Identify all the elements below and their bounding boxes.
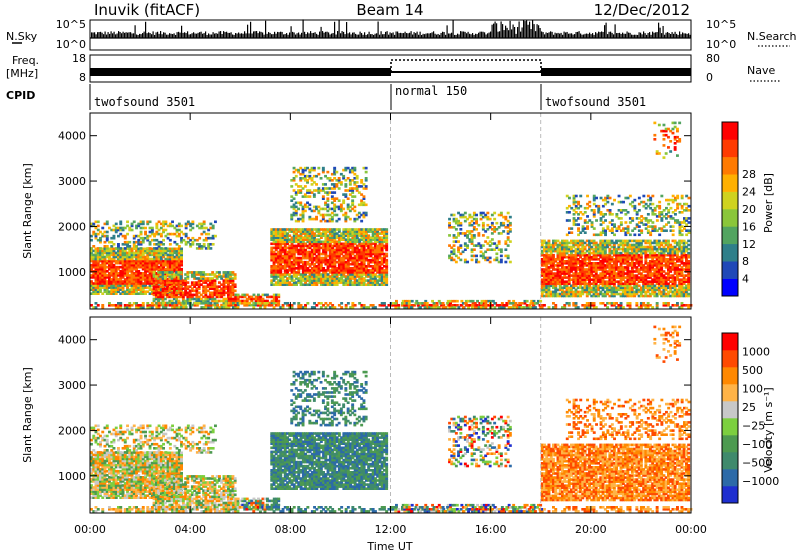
nave-trace	[390, 59, 542, 72]
vel-ytick-0: 1000	[58, 470, 86, 483]
cpid-segment-2: normal 150	[395, 84, 467, 98]
nave-label: Nave	[747, 64, 775, 77]
power-heatmap	[90, 121, 693, 309]
noise-tick-left-top: 10^5	[56, 18, 86, 31]
vel-colorbar-swatch-0	[722, 486, 738, 504]
power-ytick-1: 2000	[58, 220, 86, 233]
power-ytick-2: 3000	[58, 175, 86, 188]
freq-nave-panel: Freq. [MHz] Nave 18 8 80 0	[6, 52, 780, 84]
vel-colorbar-swatch-1	[722, 469, 738, 487]
nave-tick-top: 80	[706, 52, 720, 65]
power-cbar-tick-4: 20	[742, 203, 756, 216]
freq-label-2: [MHz]	[6, 67, 38, 80]
nsearch-label: N.Search	[747, 30, 797, 43]
station-title: Inuvik (fitACF)	[94, 1, 200, 19]
x-tick-5: 20:00	[575, 523, 607, 536]
power-cbar-tick-3: 16	[742, 220, 756, 233]
x-tick-3: 12:00	[375, 523, 407, 536]
freq-band-seg1	[90, 68, 391, 76]
nsky-label: N.Sky	[6, 30, 38, 43]
cpid-segment-1: twofsound 3501	[94, 95, 195, 109]
vel-cbar-tick-4: −25	[742, 419, 765, 432]
vel-cbar-tick-2: 100	[742, 382, 763, 395]
power-colorbar-swatch-9	[722, 122, 738, 140]
date-title: 12/Dec/2012	[594, 1, 690, 19]
x-axis-label: Time UT	[366, 540, 412, 553]
velocity-panel: 1000 2000 3000 4000 Slant Range [km] 1000 50…	[21, 316, 779, 514]
vel-cbar-tick-1: 500	[742, 364, 763, 377]
power-ytick-3: 4000	[58, 130, 86, 143]
x-tick-4: 16:00	[475, 523, 507, 536]
power-colorbar-swatch-7	[722, 156, 738, 175]
power-colorbar-swatch-3	[722, 226, 738, 245]
power-colorbar-swatch-8	[722, 139, 738, 158]
power-colorbar-swatch-0	[722, 278, 738, 297]
vel-ytick-3: 4000	[58, 334, 86, 347]
vel-cbar-tick-6: −500	[742, 456, 772, 469]
x-tick-0: 00:00	[74, 523, 106, 536]
vel-cbar-tick-5: −100	[742, 438, 772, 451]
freq-tick-bottom: 8	[79, 71, 86, 84]
power-colorbar: 4 8 12 16 20 24 28	[721, 121, 756, 297]
noise-trace	[90, 19, 691, 39]
noise-tick-left-bottom: 10^0	[56, 38, 86, 51]
vel-colorbar-swatch-5	[722, 401, 738, 419]
vel-colorbar-swatch-8	[722, 350, 738, 368]
vel-colorbar-swatch-3	[722, 435, 738, 453]
power-ylabel: Slant Range [km]	[21, 163, 34, 259]
power-ytick-0: 1000	[58, 266, 86, 279]
velocity-ylabel: Slant Range [km]	[21, 367, 34, 463]
vel-colorbar-swatch-6	[722, 384, 738, 402]
noise-tick-right-bottom: 10^0	[706, 38, 736, 51]
vel-ytick-1: 2000	[58, 424, 86, 437]
nave-tick-bottom: 0	[706, 71, 713, 84]
vel-cbar-tick-0: 1000	[742, 345, 770, 358]
freq-band-seg3	[541, 68, 691, 76]
velocity-colorbar-label: Velocity [m s⁻¹]	[762, 387, 775, 472]
vel-cbar-tick-7: −1000	[742, 475, 779, 488]
x-tick-1: 04:00	[174, 523, 206, 536]
velocity-heatmap	[90, 325, 693, 513]
freq-label-1: Freq.	[12, 54, 39, 67]
x-axis: 00:00 04:00 08:00 12:00 16:00 20:00 00:00	[74, 113, 707, 536]
power-colorbar-swatch-1	[722, 261, 738, 279]
vel-cbar-tick-3: 25	[742, 401, 756, 414]
power-cbar-tick-6: 28	[742, 168, 756, 181]
cpid-row: CPID twofsound 3501 normal 150 twofsound…	[6, 84, 646, 110]
power-colorbar-swatch-4	[722, 209, 738, 227]
x-tick-6: 00:00	[675, 523, 707, 536]
power-cbar-tick-1: 8	[742, 255, 749, 268]
vel-colorbar-swatch-2	[722, 452, 738, 470]
power-colorbar-swatch-5	[722, 191, 738, 210]
vel-ytick-2: 3000	[58, 379, 86, 392]
vel-colorbar-swatch-7	[722, 367, 738, 385]
beam-title: Beam 14	[356, 1, 423, 19]
power-colorbar-swatch-6	[722, 174, 738, 192]
power-cbar-tick-2: 12	[742, 238, 756, 251]
power-cbar-tick-0: 4	[742, 273, 749, 286]
x-tick-2: 08:00	[274, 523, 306, 536]
power-colorbar-swatch-2	[722, 243, 738, 262]
vel-colorbar-swatch-9	[722, 333, 738, 351]
noise-panel: N.Sky N.Search 10^5 10^0 10^5 10^0	[6, 18, 797, 51]
cpid-label: CPID	[6, 89, 35, 102]
cpid-segment-3: twofsound 3501	[545, 95, 646, 109]
power-cbar-tick-5: 24	[742, 186, 756, 199]
vel-colorbar-swatch-4	[722, 418, 738, 436]
power-colorbar-label: Power [dB]	[762, 173, 775, 233]
velocity-colorbar: 1000 500 100 25 −25 −100 −500 −1000	[721, 332, 779, 504]
noise-tick-right-top: 10^5	[706, 18, 736, 31]
freq-tick-top: 18	[72, 52, 86, 65]
power-panel: 1000 2000 3000 4000 Slant Range [km] 4 8 12 16…	[21, 112, 775, 310]
